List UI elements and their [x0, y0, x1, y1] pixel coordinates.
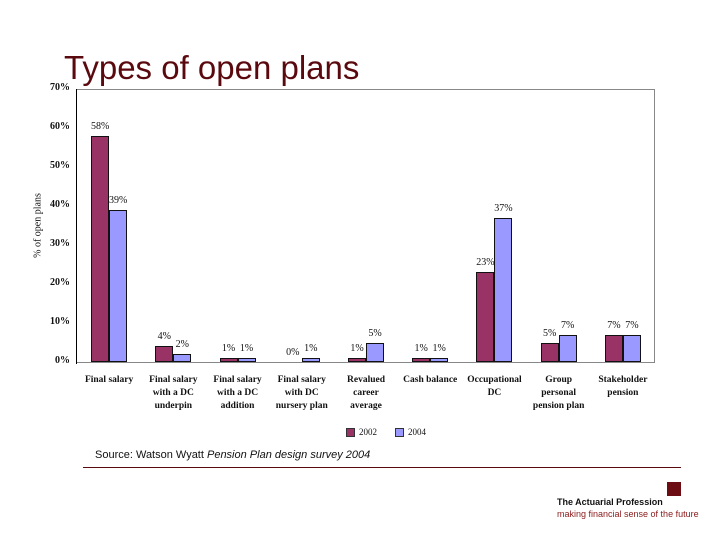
value-label: 0% [286, 347, 300, 358]
value-label: 7% [625, 319, 639, 331]
bar-2002 [604, 334, 623, 362]
value-label: 1% [221, 343, 236, 355]
value-label: 4% [157, 331, 171, 343]
y-tick-label: 40% [50, 199, 70, 210]
logo-square-icon [667, 482, 681, 496]
y-tick-label: 60% [50, 121, 70, 132]
x-axis [77, 362, 655, 363]
footer-rule [83, 467, 681, 468]
x-category-label: Occupational DC [467, 375, 522, 398]
bar-2002 [476, 272, 495, 362]
source-prefix: Source: Watson Wyatt [95, 449, 207, 461]
y-tick-label: 0% [55, 355, 70, 366]
x-category-label: Stakeholder pension [598, 375, 648, 398]
value-label: 58% [90, 120, 110, 132]
bar-2004 [622, 334, 641, 362]
x-category-label: Revalued career average [347, 375, 385, 411]
value-label: 7% [560, 319, 575, 331]
source-title: Pension Plan design survey 2004 [206, 449, 371, 461]
value-label: 1% [239, 343, 254, 355]
y-axis [76, 89, 77, 364]
bar-2004 [430, 358, 449, 362]
bar-2002 [412, 358, 431, 362]
bar-2004 [494, 217, 513, 362]
bar-2002 [91, 135, 110, 362]
value-label: 5% [368, 327, 382, 339]
legend-label-2004: 2004 [408, 427, 426, 437]
y-tick-label: 20% [50, 277, 70, 288]
value-label: 1% [350, 343, 364, 355]
x-category-label: Final salary with a DC addition [213, 375, 262, 411]
bar-2002 [540, 342, 559, 362]
source-note: Source: Watson Wyatt Pension Plan design… [95, 449, 370, 461]
legend: 2002 2004 [346, 427, 426, 437]
bar-2004 [173, 354, 192, 362]
legend-swatch-2004 [395, 427, 404, 437]
value-label: 39% [108, 194, 128, 206]
value-label: 23% [476, 257, 495, 269]
slide-title: Types of open plans [64, 49, 360, 86]
x-category-label: Final salary with DC nursery plan [275, 375, 328, 411]
value-label: 37% [494, 202, 513, 214]
x-category-label: Group personal pension plan [532, 375, 585, 411]
logo-tagline: making financial sense of the future [557, 509, 699, 519]
bar-2004 [558, 334, 577, 362]
value-label: 7% [607, 319, 621, 331]
bar-2002 [219, 358, 238, 362]
value-label: 1% [432, 343, 446, 355]
bar-2004 [109, 209, 128, 362]
value-label: 1% [414, 343, 428, 355]
legend-swatch-2002 [346, 427, 355, 437]
y-tick-label: 70% [50, 82, 70, 93]
y-tick-label: 10% [50, 316, 70, 327]
value-label: 1% [304, 343, 318, 355]
x-category-label: Final salary [84, 375, 134, 385]
bar-2004 [301, 358, 320, 362]
x-category-label: Final salary with a DC underpin [149, 375, 198, 411]
legend-label-2002: 2002 [359, 427, 377, 437]
y-axis-label: % of open plans [32, 193, 44, 258]
bar-2002 [155, 346, 174, 362]
bar-2004 [237, 358, 256, 362]
value-label: 2% [175, 339, 189, 351]
x-category-label: Cash balance [403, 375, 458, 385]
y-tick-label: 30% [50, 238, 70, 249]
bar-2002 [348, 358, 366, 362]
bar-2004 [366, 342, 384, 362]
logo-name: The Actuarial Profession [557, 497, 663, 507]
plot-area [77, 89, 655, 362]
value-label: 5% [542, 327, 557, 339]
y-tick-label: 50% [50, 160, 70, 171]
